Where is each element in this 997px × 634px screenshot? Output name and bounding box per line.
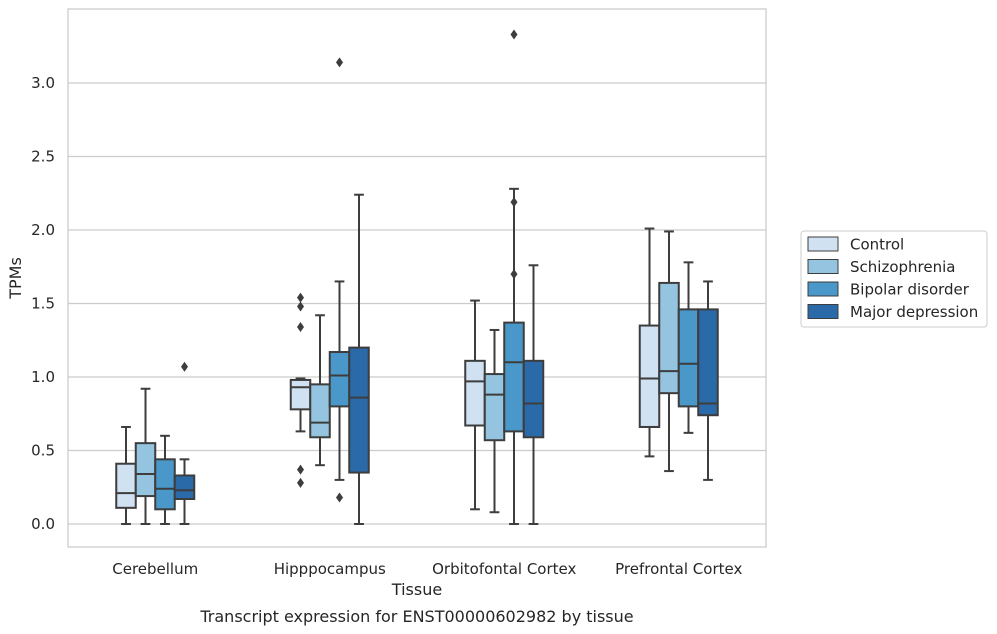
box-iqr	[134, 442, 157, 498]
box-iqr	[328, 351, 351, 408]
y-tick-label: 2.0	[31, 221, 55, 239]
legend-frame	[800, 230, 988, 328]
box-iqr	[677, 308, 700, 408]
box-1-0	[134, 387, 157, 525]
box-iqr	[522, 359, 545, 439]
x-tick-label: Prefrontal Cortex	[615, 560, 742, 578]
y-axis-label: TPMs	[6, 257, 25, 300]
legend: Control Schizophrenia Bipolar disorder Majo…	[800, 230, 988, 328]
outlier-point	[297, 477, 304, 488]
box-iqr	[503, 321, 525, 433]
legend-items: Control Schizophrenia Bipolar disorder Majo…	[807, 236, 978, 321]
outlier-point	[336, 492, 343, 503]
outlier-point	[510, 197, 518, 208]
box-0-1	[289, 292, 312, 488]
legend-label: Schizophrenia	[850, 258, 955, 276]
outlier-point	[297, 301, 304, 312]
outlier-point	[510, 269, 518, 280]
x-tick-label: Orbitofontal Cortex	[432, 560, 576, 578]
outlier-point	[510, 29, 518, 40]
box-3-1	[348, 193, 370, 525]
legend-swatch	[807, 259, 839, 274]
box-iqr	[154, 458, 176, 511]
plot-frame	[67, 8, 767, 548]
box-iqr	[348, 346, 370, 474]
legend-label: Bipolar disorder	[850, 281, 970, 299]
outlier-point	[181, 361, 188, 372]
outlier-point	[297, 292, 304, 303]
x-tick-labels: Cerebellum Hipppocampus Orbitofontal Corte…	[112, 560, 742, 578]
x-tick-label: Cerebellum	[112, 560, 198, 578]
box-1-2	[483, 328, 506, 514]
legend-swatch	[807, 304, 839, 319]
box-2-2	[503, 29, 525, 525]
box-iqr	[483, 373, 506, 442]
box-iqr	[289, 378, 312, 411]
box-iqr	[173, 474, 196, 501]
box-iqr	[115, 462, 137, 509]
legend-swatch	[807, 236, 839, 252]
legend-label: Control	[850, 236, 904, 254]
box-3-0	[173, 361, 196, 525]
outlier-point	[297, 322, 304, 333]
y-tick-label: 1.0	[31, 368, 55, 386]
y-tick-label: 1.5	[31, 295, 55, 313]
box-series	[115, 29, 719, 525]
y-tick-label: 0.5	[31, 442, 55, 460]
y-tick-label: 2.5	[31, 148, 55, 166]
legend-label: Major depression	[850, 303, 978, 321]
box-iqr	[658, 281, 680, 395]
box-0-2	[464, 299, 486, 511]
box-2-3	[677, 261, 700, 434]
box-2-1	[328, 57, 351, 503]
x-tick-label: Hipppocampus	[274, 560, 386, 578]
outlier-point	[336, 57, 343, 68]
box-iqr	[697, 308, 719, 417]
outlier-point	[297, 464, 304, 475]
y-tick-label: 0.0	[31, 515, 55, 533]
box-iqr	[464, 359, 486, 427]
box-0-3	[638, 227, 661, 458]
legend-swatch	[807, 281, 839, 297]
box-0-0	[115, 425, 137, 525]
box-3-3	[697, 280, 719, 481]
x-axis-label: Tissue	[391, 580, 442, 599]
box-2-0	[154, 434, 176, 525]
box-3-2	[522, 264, 545, 525]
box-iqr	[309, 383, 331, 439]
y-tick-label: 3.0	[31, 74, 55, 92]
y-tick-labels: 0.0 0.5 1.0 1.5 2.0 2.5 3.0	[31, 74, 55, 533]
chart-caption: Transcript expression for ENST0000060298…	[199, 607, 633, 626]
box-1-3	[658, 230, 680, 473]
box-1-1	[309, 314, 331, 467]
box-iqr	[638, 324, 661, 428]
grid-lines	[68, 82, 766, 525]
